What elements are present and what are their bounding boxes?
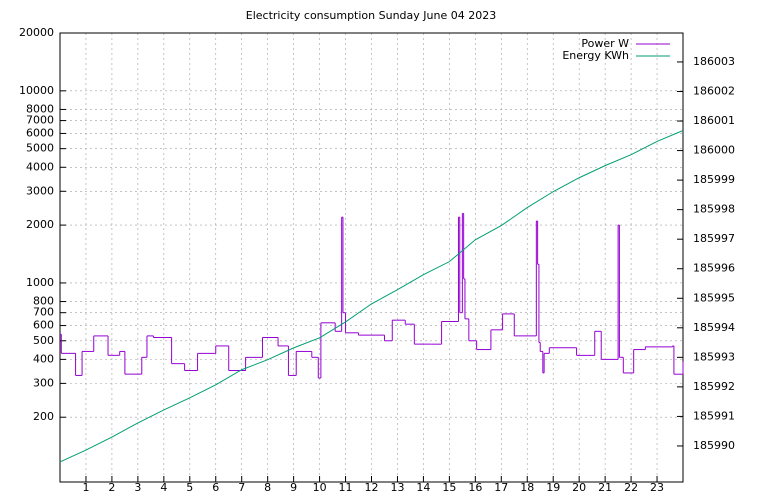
y-tick-label: 3000 xyxy=(26,184,54,197)
chart-title: Electricity consumption Sunday June 04 2… xyxy=(246,9,496,22)
y2-tick-label: 186002 xyxy=(693,84,735,97)
y2-tick-label: 185995 xyxy=(693,291,735,304)
y2-tick-label: 186000 xyxy=(693,144,735,157)
y-tick-label: 800 xyxy=(33,295,54,308)
x-tick-label: 20 xyxy=(572,481,586,494)
y-tick-label: 8000 xyxy=(26,102,54,115)
y-tick-label: 1000 xyxy=(26,276,54,289)
y-tick-label: 20000 xyxy=(19,26,54,39)
x-tick-label: 1 xyxy=(82,481,89,494)
y-tick-label: 700 xyxy=(33,306,54,319)
y2-tick-label: 185993 xyxy=(693,350,735,363)
y2-tick-label: 185999 xyxy=(693,173,735,186)
x-tick-label: 10 xyxy=(313,481,327,494)
y-tick-label: 300 xyxy=(33,376,54,389)
y2-tick-label: 185996 xyxy=(693,262,735,275)
y-tick-label: 2000 xyxy=(26,218,54,231)
y-tick-label: 10000 xyxy=(19,84,54,97)
x-tick-label: 19 xyxy=(546,481,560,494)
plot-frame xyxy=(59,32,684,483)
energy-line xyxy=(59,130,684,463)
y-tick-label: 500 xyxy=(33,334,54,347)
x-tick-label: 15 xyxy=(442,481,456,494)
x-tick-label: 22 xyxy=(624,481,638,494)
x-tick-label: 17 xyxy=(494,481,508,494)
x-tick-label: 9 xyxy=(290,481,297,494)
x-tick-label: 18 xyxy=(520,481,534,494)
y-tick-label: 200 xyxy=(33,410,54,423)
y2-tick-label: 186001 xyxy=(693,114,735,127)
legend-label: Energy KWh xyxy=(562,49,629,62)
y-tick-label: 7000 xyxy=(26,114,54,127)
x-tick-label: 13 xyxy=(390,481,404,494)
x-tick-label: 5 xyxy=(186,481,193,494)
x-tick-label: 6 xyxy=(212,481,219,494)
x-tick-label: 4 xyxy=(160,481,167,494)
x-tick-label: 7 xyxy=(238,481,245,494)
y2-tick-label: 185997 xyxy=(693,232,735,245)
x-tick-label: 21 xyxy=(598,481,612,494)
y-tick-label: 4000 xyxy=(26,160,54,173)
x-tick-label: 14 xyxy=(416,481,430,494)
x-tick-label: 12 xyxy=(365,481,379,494)
x-tick-label: 11 xyxy=(339,481,353,494)
x-tick-label: 16 xyxy=(468,481,482,494)
x-tick-label: 2 xyxy=(108,481,115,494)
y2-tick-label: 185991 xyxy=(693,409,735,422)
x-tick-label: 8 xyxy=(264,481,271,494)
y-tick-label: 600 xyxy=(33,319,54,332)
y2-tick-label: 185992 xyxy=(693,380,735,393)
y2-tick-label: 186003 xyxy=(693,55,735,68)
x-tick-label: 3 xyxy=(134,481,141,494)
y2-tick-label: 185998 xyxy=(693,203,735,216)
legend-label: Power W xyxy=(581,37,629,50)
y-tick-label: 400 xyxy=(33,352,54,365)
x-tick-label: 23 xyxy=(650,481,664,494)
y-tick-label: 5000 xyxy=(26,142,54,155)
y2-tick-label: 185994 xyxy=(693,321,735,334)
y2-tick-label: 185990 xyxy=(693,439,735,452)
y-tick-label: 6000 xyxy=(26,126,54,139)
